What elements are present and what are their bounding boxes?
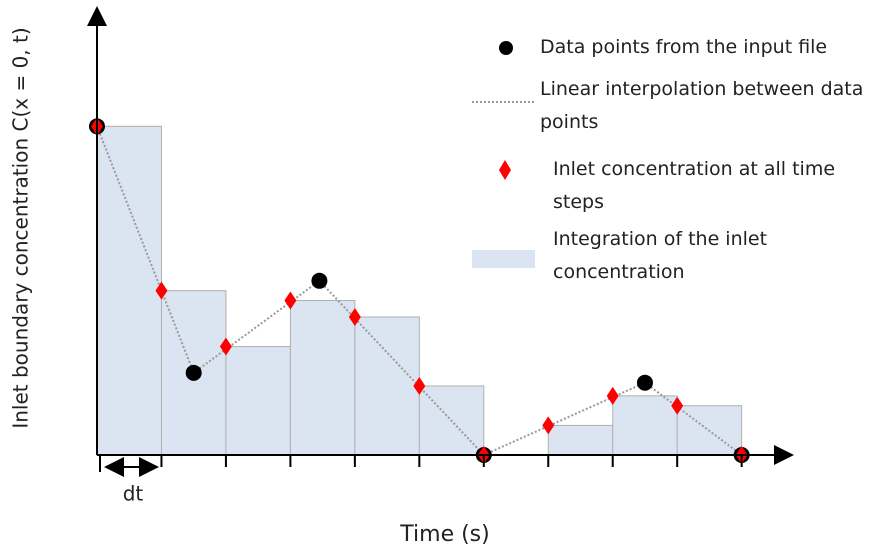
legend-rect [472,250,535,268]
y-axis-label: Inlet boundary concentration C(x = 0, t) [9,27,33,428]
integration-step [289,300,356,456]
legend-entry: Inlet concentration at all time steps [553,158,836,213]
integration-step [225,346,291,456]
integration-step [612,395,678,456]
step-diamond [413,376,426,395]
legend-entry: Integration of the inlet concentration [553,228,768,283]
x-axis-label: Time (s) [399,522,489,547]
legend-entry: Data points from the input file [540,36,828,58]
interpolation-line [96,125,743,457]
step-diamond [155,281,168,300]
step-diamond [606,386,619,405]
step-diamond [284,291,297,310]
data-point [636,374,653,391]
dt-label: dt [123,482,144,506]
integration-step [547,424,614,456]
integration-step [354,316,420,456]
data-point [185,364,202,381]
legend-dot [499,41,513,55]
legend-diamond [499,160,511,180]
step-diamond [219,337,232,356]
integration-step [96,125,162,456]
step-diamond [348,307,361,326]
legend-entry: Linear interpolation between data points [540,78,864,133]
step-diamond [542,416,555,435]
data-point [311,272,328,289]
step-diamond [671,396,684,415]
